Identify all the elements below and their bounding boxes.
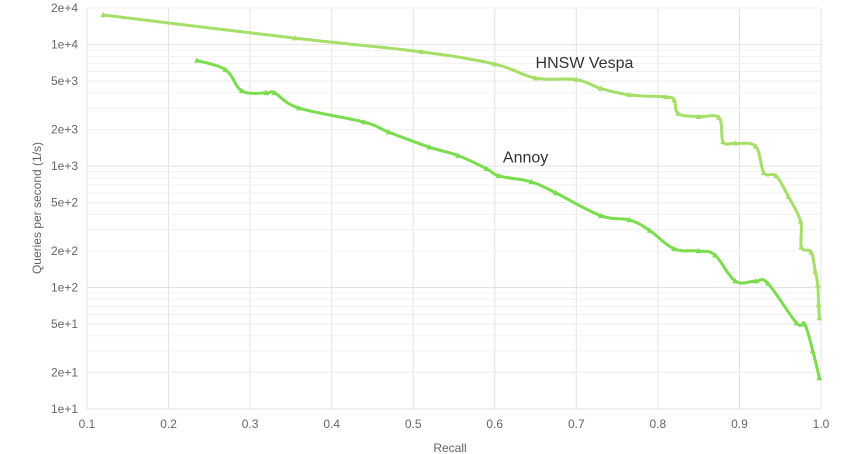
data-point-hnsw-vespa <box>816 314 823 321</box>
y-axis-title: Queries per second (1/s) <box>30 142 44 274</box>
data-point-annoy <box>295 104 303 111</box>
minor-gridlines <box>87 7 821 373</box>
data-point-hnsw-vespa <box>662 93 670 100</box>
data-point-annoy <box>552 189 559 196</box>
data-point-annoy <box>732 277 739 284</box>
annotation-layer: HNSW Vespa Annoy <box>503 55 634 166</box>
x-tick-labels: 0.1 0.2 0.3 0.4 0.5 0.6 0.7 0.8 0.9 1.0 <box>79 417 830 431</box>
data-point-hnsw-vespa <box>418 48 425 55</box>
x-tick-label: 0.3 <box>242 417 259 431</box>
x-tick-label: 0.6 <box>486 417 503 431</box>
data-point-annoy <box>263 89 270 96</box>
y-tick-label: 5e+2 <box>51 196 78 210</box>
data-point-annoy <box>426 144 433 150</box>
data-point-hnsw-vespa <box>671 96 678 103</box>
x-tick-label: 0.9 <box>731 417 748 431</box>
data-point-annoy <box>626 216 633 223</box>
data-point-hnsw-vespa <box>100 11 107 18</box>
y-tick-label: 1e+4 <box>51 38 78 52</box>
data-point-hnsw-vespa <box>812 268 819 274</box>
data-point-hnsw-vespa <box>626 91 633 98</box>
data-point-annoy <box>801 320 808 327</box>
y-tick-labels: 1e+1 2e+1 5e+1 1e+2 2e+2 5e+2 1e+3 2e+3 5e+3 1e+4… <box>51 1 78 416</box>
data-point-annoy <box>361 118 368 125</box>
data-point-hnsw-vespa <box>815 301 822 308</box>
x-tick-label: 0.8 <box>650 417 667 431</box>
data-point-hnsw-vespa <box>597 85 604 91</box>
data-point-hnsw-vespa <box>798 243 805 250</box>
data-point-hnsw-vespa <box>532 74 539 81</box>
data-point-annoy <box>816 374 823 381</box>
data-point-annoy <box>646 227 653 233</box>
series-annotation: Annoy <box>503 149 548 166</box>
data-point-annoy <box>752 277 759 284</box>
data-point-hnsw-vespa <box>808 249 815 255</box>
x-tick-label: 0.5 <box>405 417 422 431</box>
y-tick-label: 1e+3 <box>51 159 78 173</box>
data-point-annoy <box>238 87 246 94</box>
y-tick-label: 5e+1 <box>51 317 78 331</box>
data-point-hnsw-vespa <box>675 110 682 116</box>
data-point-annoy <box>495 172 502 179</box>
x-axis-title: Recall <box>433 441 466 454</box>
data-point-annoy <box>695 247 702 254</box>
x-tick-label: 0.4 <box>323 417 340 431</box>
y-tick-label: 2e+1 <box>51 365 78 379</box>
data-point-hnsw-vespa <box>814 281 821 288</box>
data-point-hnsw-vespa <box>785 193 792 199</box>
data-point-hnsw-vespa <box>760 169 767 176</box>
data-point-hnsw-vespa <box>752 143 759 149</box>
data-point-annoy <box>597 212 604 218</box>
series-annotation: HNSW Vespa <box>536 55 634 72</box>
data-point-annoy <box>528 178 535 185</box>
data-point-annoy <box>271 89 278 96</box>
data-point-annoy <box>385 129 392 135</box>
data-point-hnsw-vespa <box>491 60 498 67</box>
y-tick-label: 2e+3 <box>51 122 78 136</box>
data-point-annoy <box>671 245 678 252</box>
y-tick-label: 1e+2 <box>51 281 78 295</box>
data-point-annoy <box>194 57 201 63</box>
x-tick-label: 0.7 <box>568 417 585 431</box>
data-point-annoy <box>455 152 462 158</box>
data-point-annoy <box>222 66 229 73</box>
data-point-annoy <box>483 165 490 172</box>
data-point-hnsw-vespa <box>573 76 580 82</box>
x-tick-label: 0.1 <box>79 417 96 431</box>
data-point-hnsw-vespa <box>720 138 727 145</box>
data-point-hnsw-vespa <box>732 140 739 146</box>
data-point-annoy <box>764 280 772 286</box>
data-point-hnsw-vespa <box>695 113 702 119</box>
data-point-annoy <box>809 347 816 354</box>
y-tick-label: 2e+2 <box>51 244 78 258</box>
y-tick-label: 2e+4 <box>51 1 78 15</box>
data-point-hnsw-vespa <box>773 172 780 179</box>
series-layer <box>100 11 823 381</box>
data-point-hnsw-vespa <box>291 34 299 41</box>
y-tick-label: 1e+1 <box>51 402 78 416</box>
data-point-annoy <box>711 251 719 258</box>
data-point-hnsw-vespa <box>716 114 723 120</box>
data-point-annoy <box>793 319 800 326</box>
y-tick-label: 5e+3 <box>51 74 78 88</box>
x-tick-label: 1.0 <box>813 417 830 431</box>
data-point-hnsw-vespa <box>797 218 804 224</box>
x-tick-label: 0.2 <box>160 417 177 431</box>
